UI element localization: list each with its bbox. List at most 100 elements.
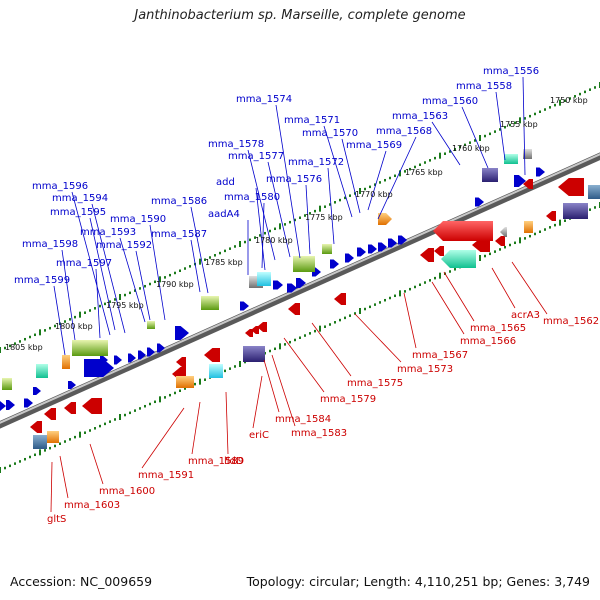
label-leader-line [149,224,166,321]
scale-track-lower [134,409,136,412]
scale-track-lower [419,283,421,286]
gene-label-forward: mma_1590 [110,214,166,225]
label-leader-line [135,250,151,321]
label-leader-line [191,401,201,455]
scale-track-upper [134,289,136,292]
scale-track-upper [399,170,401,177]
label-leader-line [89,443,104,485]
scale-track-lower [519,237,521,244]
scale-track-lower [289,340,291,344]
scale-track-upper [409,167,411,171]
scale-track-upper [319,205,321,212]
scale-track-lower [399,290,401,297]
scale-track-upper [374,183,376,186]
gene-label-reverse: mma_1566 [460,336,516,347]
gene-block [482,168,498,182]
scale-track-upper [4,346,6,350]
gene-label-reverse: mma_1589 [188,456,244,467]
gene-block [33,435,47,449]
gene-arrow [472,238,490,252]
scale-track-upper [254,236,256,239]
scale-track-upper [99,304,101,308]
scale-track-upper [414,165,416,169]
label-leader-line [225,391,229,455]
gene-label-forward: mma_1587 [151,229,207,240]
scale-track-upper [84,311,86,314]
scale-track-upper [229,247,231,250]
scale-track-upper [19,340,21,343]
gene-label-forward: mma_1593 [80,227,136,238]
scale-track-upper [14,342,16,345]
scale-track-lower [194,382,196,386]
gene-label-forward: mma_1568 [376,126,432,137]
gene-label-forward: mma_1595 [50,207,106,218]
scale-track-upper [484,134,486,138]
gene-arrow [176,357,186,367]
kbp-label: 1790 kbp [156,280,194,289]
scale-track-upper [564,99,566,102]
gene-block [72,340,108,356]
scale-track-lower [104,422,106,426]
scale-track-upper [469,141,471,144]
gene-block [504,154,518,164]
scale-track-upper [524,117,526,120]
scale-track-lower [499,248,501,251]
scale-track-lower [349,314,351,317]
scale-track-upper [209,256,211,259]
gene-arrow [0,401,6,411]
scale-track-upper [299,216,301,219]
scale-track-upper [129,291,131,295]
kbp-label: 1755 kbp [500,120,538,129]
scale-track-upper [464,143,466,147]
gene-arrow [475,197,484,207]
kbp-label: 1765 kbp [405,168,443,177]
scale-track-upper [584,90,586,94]
label-leader-line [255,187,266,271]
scale-track-upper [244,240,246,244]
scale-track-lower [544,228,546,231]
gene-label-forward: mma_1599 [14,275,70,286]
scale-track-upper [199,258,201,265]
scale-track-lower [274,347,276,351]
scale-track-upper [189,265,191,268]
scale-track-upper [594,86,596,89]
scale-track-upper [579,92,581,96]
gene-arrow [128,353,136,363]
scale-track-upper [379,181,381,184]
gene-label-reverse: eriC [249,430,269,441]
scale-track-lower [64,440,66,443]
scale-track-upper [94,307,96,310]
gene-arrow [24,398,33,408]
gene-label-reverse: mma_1584 [275,414,331,425]
gene-arrow [251,326,259,334]
gene-arrow [368,244,377,254]
scale-track-upper [124,293,126,297]
scale-track-upper [184,267,186,270]
label-leader-line [95,268,101,339]
scale-track-lower [24,457,26,461]
kbp-label: 1800 kbp [55,322,93,331]
scale-track-lower [304,334,306,337]
gene-label-forward: mma_1586 [151,196,207,207]
scale-track-lower [489,252,491,256]
gene-arrow [147,347,155,357]
gene-label-forward: mma_1571 [284,115,340,126]
scale-track-lower [564,219,566,222]
gene-arrow [138,350,146,360]
scale-track-upper [289,220,291,224]
gene-arrow [30,421,42,433]
gene-label-forward: mma_1563 [392,111,448,122]
scale-track-lower [374,303,376,306]
scale-track-lower [174,391,176,395]
scale-track-upper [159,276,161,283]
scale-track-upper [294,218,296,222]
accession-text: Accession: NC_009659 [10,574,153,589]
gene-arrow [536,167,545,177]
scale-track-lower [279,343,281,350]
gene-label-forward: add [216,177,235,188]
scale-track-upper [344,196,346,200]
label-leader-line [511,261,548,315]
scale-track-upper [339,198,341,202]
scale-track-lower [494,250,496,253]
gene-arrow [175,326,189,340]
